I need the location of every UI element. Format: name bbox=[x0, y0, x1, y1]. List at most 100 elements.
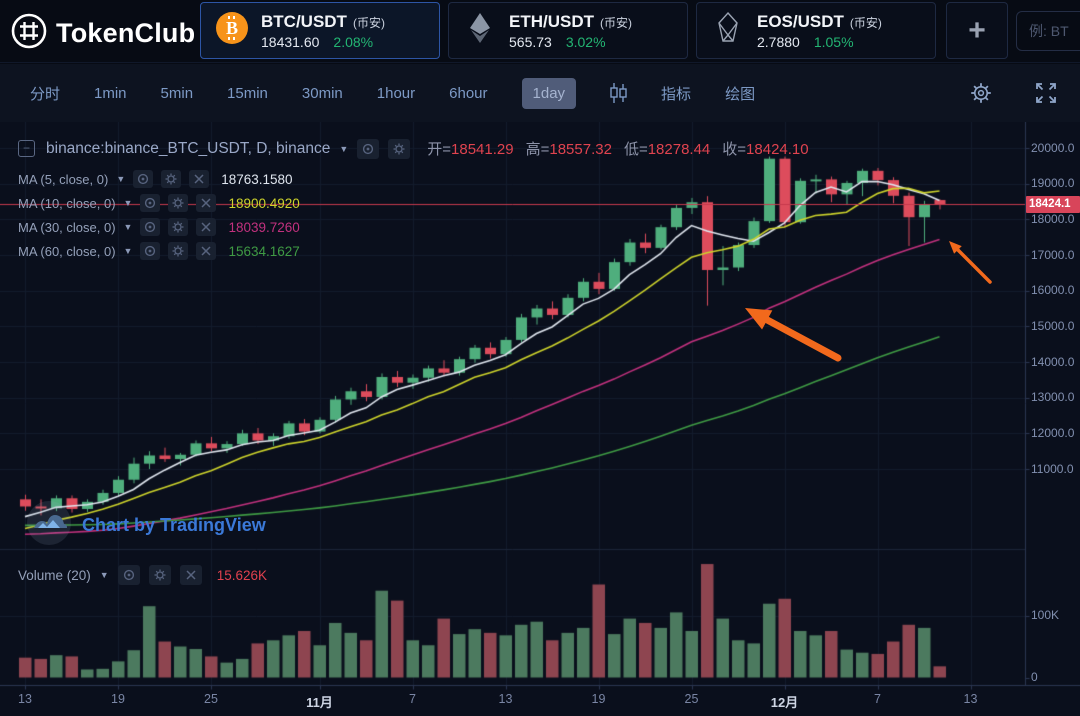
volume-close-icon[interactable] bbox=[179, 565, 202, 585]
timeframe-1min[interactable]: 1min bbox=[94, 84, 127, 102]
time-tick-label: 11月 bbox=[306, 695, 333, 710]
ma-value: 18763.1580 bbox=[221, 171, 293, 187]
chevron-down-icon[interactable]: ▼ bbox=[123, 246, 133, 256]
time-tick-label: 25 bbox=[684, 692, 699, 706]
time-tick-label: 19 bbox=[591, 692, 606, 706]
chevron-down-icon[interactable]: ▼ bbox=[99, 570, 109, 580]
ma-settings-icon[interactable] bbox=[168, 194, 189, 212]
ma-label: MA (60, close, 0) bbox=[18, 243, 116, 259]
timeframe-6hour[interactable]: 6hour bbox=[449, 84, 488, 102]
add-symbol-button[interactable]: + bbox=[946, 2, 1008, 59]
price-tick-label: 20000.0 bbox=[1031, 140, 1075, 155]
ohlc-item: 收=18424.10 bbox=[722, 141, 809, 158]
drawing-button[interactable]: 绘图 bbox=[725, 85, 756, 103]
time-tick-label: 19 bbox=[111, 692, 125, 706]
ma-visibility-icon[interactable] bbox=[140, 218, 161, 236]
legend-visibility-icon[interactable] bbox=[357, 138, 380, 159]
ma-settings-icon[interactable] bbox=[168, 218, 189, 236]
price-tick-label: 14000.0 bbox=[1031, 354, 1075, 369]
ma-visibility-icon[interactable] bbox=[140, 194, 161, 212]
eth-icon bbox=[463, 11, 497, 50]
timeframe-1day[interactable]: 1day bbox=[521, 77, 577, 109]
price-tick-label: 17000.0 bbox=[1031, 247, 1075, 262]
volume-tick-label: 100K bbox=[1031, 608, 1060, 622]
time-tick-label: 7 bbox=[874, 692, 881, 706]
tab-price: 2.7880 bbox=[757, 33, 800, 50]
ma-value: 18900.4920 bbox=[228, 195, 300, 211]
ma-close-icon[interactable] bbox=[196, 194, 217, 212]
ma-visibility-icon[interactable] bbox=[140, 242, 161, 260]
volume-settings-icon[interactable] bbox=[148, 565, 171, 585]
timeframe-1hour[interactable]: 1hour bbox=[376, 84, 416, 102]
price-tick-label: 16000.0 bbox=[1031, 283, 1075, 298]
symbol-search bbox=[1016, 11, 1080, 51]
time-tick-label: 12月 bbox=[770, 695, 799, 710]
legend-collapse-icon[interactable]: − bbox=[18, 140, 35, 157]
ma-label: MA (10, close, 0) bbox=[18, 195, 116, 211]
symbol-tab-eth[interactable]: ETH/USDT (币安) 565.73 3.02% bbox=[448, 2, 688, 59]
tab-pair: BTC/USDT bbox=[261, 11, 347, 31]
timeframe-15min[interactable]: 15min bbox=[227, 84, 268, 102]
symbol-tab-eos[interactable]: EOS/USDT (币安) 2.7880 1.05% bbox=[696, 2, 936, 59]
symbol-tabs: B BTC/USDT (币安) 18431.60 2.08% ETH/USDT (币安) 56… bbox=[200, 2, 936, 59]
ma-settings-icon[interactable] bbox=[168, 242, 189, 260]
indicators-button[interactable]: 指标 bbox=[661, 85, 692, 103]
ohlc-item: 低=18278.44 bbox=[623, 141, 711, 158]
symbol-tab-btc[interactable]: B BTC/USDT (币安) 18431.60 2.08% bbox=[200, 2, 440, 59]
ma-value: 18039.7260 bbox=[228, 219, 300, 235]
chart-symbol-title: binance:binance_BTC_USDT, D, binance bbox=[46, 139, 331, 157]
timeframe-5min[interactable]: 5min bbox=[160, 84, 194, 102]
tradingview-logo-icon bbox=[26, 500, 72, 551]
ma-legend-row-60: MA (60, close, 0) ▼ 15634.1627 bbox=[18, 240, 300, 262]
volume-label: Volume (20) bbox=[18, 567, 91, 583]
price-tick-label: 11000.0 bbox=[1031, 461, 1074, 476]
settings-gear-icon[interactable] bbox=[970, 82, 992, 104]
volume-visibility-icon[interactable] bbox=[117, 565, 140, 585]
legend-settings-icon[interactable] bbox=[388, 138, 411, 159]
chevron-down-icon[interactable]: ▼ bbox=[339, 143, 349, 154]
tokenclub-logo-icon bbox=[10, 12, 48, 55]
chevron-down-icon[interactable]: ▼ bbox=[123, 198, 133, 208]
ma-close-icon[interactable] bbox=[196, 242, 217, 260]
tab-exchange: (币安) bbox=[849, 15, 882, 30]
symbol-search-input[interactable] bbox=[1016, 11, 1080, 51]
chart-area[interactable]: − binance:binance_BTC_USDT, D, binance ▼… bbox=[0, 122, 1080, 716]
ma-close-icon[interactable] bbox=[196, 218, 217, 236]
timeframe-30min[interactable]: 30min bbox=[301, 84, 343, 102]
chart-toolbar: 分时 1min 5min 15min 30min 1hour 6hour 1day 指标 绘图 bbox=[0, 64, 1080, 122]
ma-visibility-icon[interactable] bbox=[133, 170, 154, 188]
tab-change: 1.05% bbox=[813, 33, 854, 50]
candle-style-icon[interactable] bbox=[610, 82, 627, 104]
tab-change: 3.02% bbox=[565, 33, 606, 50]
time-tick-label: 25 bbox=[204, 692, 218, 706]
price-tick-label: 19000.0 bbox=[1031, 176, 1075, 191]
timeframe-分时[interactable]: 分时 bbox=[30, 85, 61, 103]
time-tick-label: 13 bbox=[18, 692, 32, 706]
ma-close-icon[interactable] bbox=[189, 170, 210, 188]
eos-icon bbox=[711, 11, 745, 50]
last-price-tag: 18424.1 bbox=[1026, 195, 1080, 213]
price-tick-label: 12000.0 bbox=[1031, 425, 1075, 440]
ohlc-readout: 开=18541.29 高=18557.32 低=18278.44 收=18424.10 bbox=[427, 138, 808, 159]
price-tick-label: 13000.0 bbox=[1031, 390, 1075, 405]
chevron-down-icon[interactable]: ▼ bbox=[116, 174, 126, 184]
ma-legend-row-5: MA (5, close, 0) ▼ 18763.1580 bbox=[18, 168, 293, 190]
tradingview-watermark: Chart by TradingView bbox=[26, 500, 266, 551]
ma-legend-row-10: MA (10, close, 0) ▼ 18900.4920 bbox=[18, 192, 300, 214]
chart-legend: − binance:binance_BTC_USDT, D, binance ▼… bbox=[18, 138, 809, 159]
ma-value: 15634.1627 bbox=[228, 243, 300, 259]
ma-legend-row-30: MA (30, close, 0) ▼ 18039.7260 bbox=[18, 216, 300, 238]
tokenclub-logo[interactable]: TokenClub bbox=[10, 12, 195, 55]
volume-tick-label: 0 bbox=[1031, 670, 1038, 684]
app-header: TokenClub B BTC/USDT (币安) 18431.60 2.08% ETH/… bbox=[0, 0, 1080, 63]
ma-settings-icon[interactable] bbox=[161, 170, 182, 188]
price-tick-label: 18000.0 bbox=[1031, 211, 1075, 226]
app-title: TokenClub bbox=[56, 18, 196, 48]
price-tick-label: 15000.0 bbox=[1031, 318, 1075, 333]
fullscreen-icon[interactable] bbox=[1034, 81, 1058, 105]
chevron-down-icon[interactable]: ▼ bbox=[123, 222, 133, 232]
tradingview-link[interactable]: Chart by TradingView bbox=[82, 515, 266, 535]
time-tick-label: 13 bbox=[498, 692, 513, 706]
timeframe-group: 分时 1min 5min 15min 30min 1hour 6hour 1day bbox=[30, 77, 577, 109]
